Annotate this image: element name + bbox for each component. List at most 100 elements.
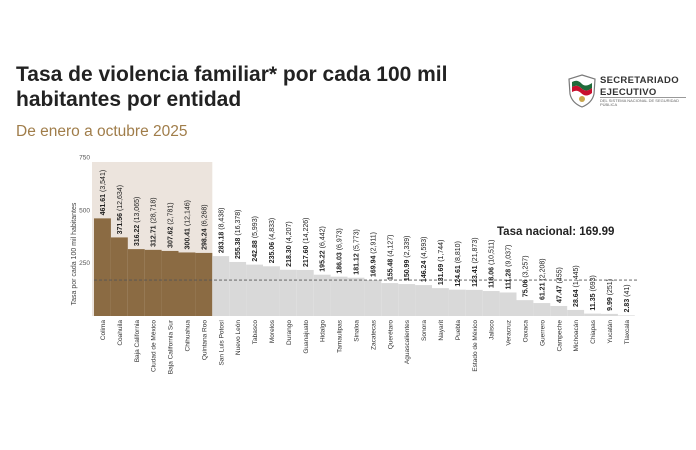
bar-count: (1,445) <box>573 265 580 289</box>
bar-coahuila <box>110 237 128 316</box>
bar-value-label: 316.22 (13,065) <box>134 197 141 246</box>
bar-tabasco <box>246 264 263 316</box>
bar-baja-california-sur <box>161 250 179 316</box>
bar-count: (21,873) <box>472 237 479 265</box>
bar-puebla <box>448 289 466 316</box>
bar-value-label: 242.88 (5,993) <box>252 216 259 262</box>
category-label: Puebla <box>455 320 462 341</box>
bar-baja-california <box>127 249 145 316</box>
bar-count: (8,810) <box>455 241 462 265</box>
bar-value: 169.94 <box>370 256 377 278</box>
bar-chihuahua <box>178 252 196 316</box>
bar-value: 255.38 <box>235 237 242 259</box>
y-tick-label: 500 <box>79 207 90 214</box>
bar-count: (9,037) <box>506 245 513 269</box>
bar-value-label: 371.56 (12,634) <box>117 185 124 234</box>
bar-value-label: 146.24 (4,593) <box>421 237 428 283</box>
category-label: Yucatán <box>607 320 614 344</box>
bar-value-label: 461.61 (3,541) <box>100 170 107 216</box>
secretariado-logo: SECRETARIADO EJECUTIVO DEL SISTEMA NACIO… <box>568 74 688 114</box>
bar-chiapas <box>584 313 601 316</box>
bar-colima <box>94 218 111 316</box>
logo-divider <box>600 97 686 98</box>
bar-value: 300.41 <box>184 228 191 250</box>
bar-count: (4,127) <box>387 235 394 259</box>
page-title: Tasa de violencia familiar* por cada 100… <box>16 63 448 111</box>
category-label: Sonora <box>421 320 428 341</box>
category-label: Baja California Sur <box>168 319 175 374</box>
bar-value-label: 218.30 (4,207) <box>286 221 293 267</box>
bar-count: (28,718) <box>151 197 158 225</box>
logo-line-1: SECRETARIADO <box>600 75 679 86</box>
bar-quintana-roo <box>195 252 213 316</box>
category-label: San Luis Potosí <box>218 320 225 366</box>
category-label: Aguascalientes <box>404 319 411 364</box>
category-label: Chiapas <box>590 319 597 344</box>
bar-tamaulipas <box>330 276 348 316</box>
bar-value: 155.48 <box>387 259 394 281</box>
bar-value: 242.88 <box>252 240 259 262</box>
bar-value: 316.22 <box>134 225 141 247</box>
bar-value: 146.24 <box>421 261 428 283</box>
bar-count: (2,781) <box>168 202 175 226</box>
bar-value-label: 47.47 (455) <box>556 267 563 303</box>
category-label: Durango <box>286 320 293 345</box>
bar-count: (4,593) <box>421 237 428 261</box>
page-subtitle: De enero a octubre 2025 <box>16 123 188 140</box>
bar-count: (693) <box>590 275 597 293</box>
category-label: Ciudad de México <box>151 320 158 372</box>
bar-san-luis-potosi <box>212 256 230 316</box>
bar-value-label: 61.21 (2,208) <box>539 258 546 300</box>
bar-value: 123.41 <box>472 265 479 287</box>
category-label: Coahuila <box>117 320 124 346</box>
bar-sonora <box>415 285 432 316</box>
bar-value: 307.62 <box>168 226 175 248</box>
bar-count: (5,773) <box>353 229 360 253</box>
bar-count: (2,339) <box>404 236 411 260</box>
bar-estado-de-mexico <box>465 289 483 316</box>
bar-value-label: 298.24 (6,268) <box>201 204 208 250</box>
bar-value-label: 9.99 (251) <box>607 279 614 311</box>
category-label: Estado de México <box>472 320 479 372</box>
bar-value: 283.18 <box>218 232 225 254</box>
bar-value: 150.99 <box>404 260 411 282</box>
bar-value-label: 123.41 (21,873) <box>472 237 479 286</box>
bar-michoacan <box>567 309 585 316</box>
bar-count: (10,511) <box>489 239 496 267</box>
bar-yucatan <box>601 313 618 316</box>
category-label: Nuevo León <box>235 320 242 355</box>
bar-tlaxcala <box>617 315 635 316</box>
bar-count: (14,226) <box>303 218 310 246</box>
shield-emblem-icon <box>568 74 596 108</box>
bar-value-label: 312.71 (28,718) <box>151 197 158 246</box>
bar-value: 235.06 <box>269 242 276 264</box>
bar-value: 186.03 <box>337 252 344 274</box>
bar-veracruz <box>499 292 517 316</box>
bar-value-label: 150.99 (2,339) <box>404 236 411 282</box>
bar-nuevo-leon <box>229 261 247 316</box>
national-rate-label: Tasa nacional: 169.99 <box>497 226 614 238</box>
bar-count: (4,207) <box>286 221 293 245</box>
bar-jalisco <box>482 291 500 316</box>
category-label: Zacatecas <box>370 319 377 350</box>
category-label: Guanajuato <box>303 320 310 354</box>
category-label: Campeche <box>556 320 563 352</box>
bar-value: 461.61 <box>100 194 107 216</box>
bar-value-label: 155.48 (4,127) <box>387 235 394 281</box>
bar-sinaloa <box>347 277 365 316</box>
bar-value: 75.06 <box>522 280 529 298</box>
bar-durango <box>279 269 297 316</box>
category-label: Baja California <box>134 320 141 363</box>
bar-ciudad-de-mexico <box>144 249 162 316</box>
bar-count: (8,438) <box>218 208 225 232</box>
bar-morelos <box>263 266 280 316</box>
bar-count: (455) <box>556 267 563 285</box>
bar-value-label: 11.35 (693) <box>590 275 597 310</box>
bar-value: 131.69 <box>438 264 445 286</box>
bar-value: 111.28 <box>506 269 513 290</box>
bar-value-label: 131.69 (1,744) <box>438 240 445 286</box>
bar-zacatecas <box>364 280 382 316</box>
category-label: Veracruz <box>506 320 513 346</box>
bar-count: (13,065) <box>134 197 141 225</box>
bar-value: 124.61 <box>455 265 462 287</box>
